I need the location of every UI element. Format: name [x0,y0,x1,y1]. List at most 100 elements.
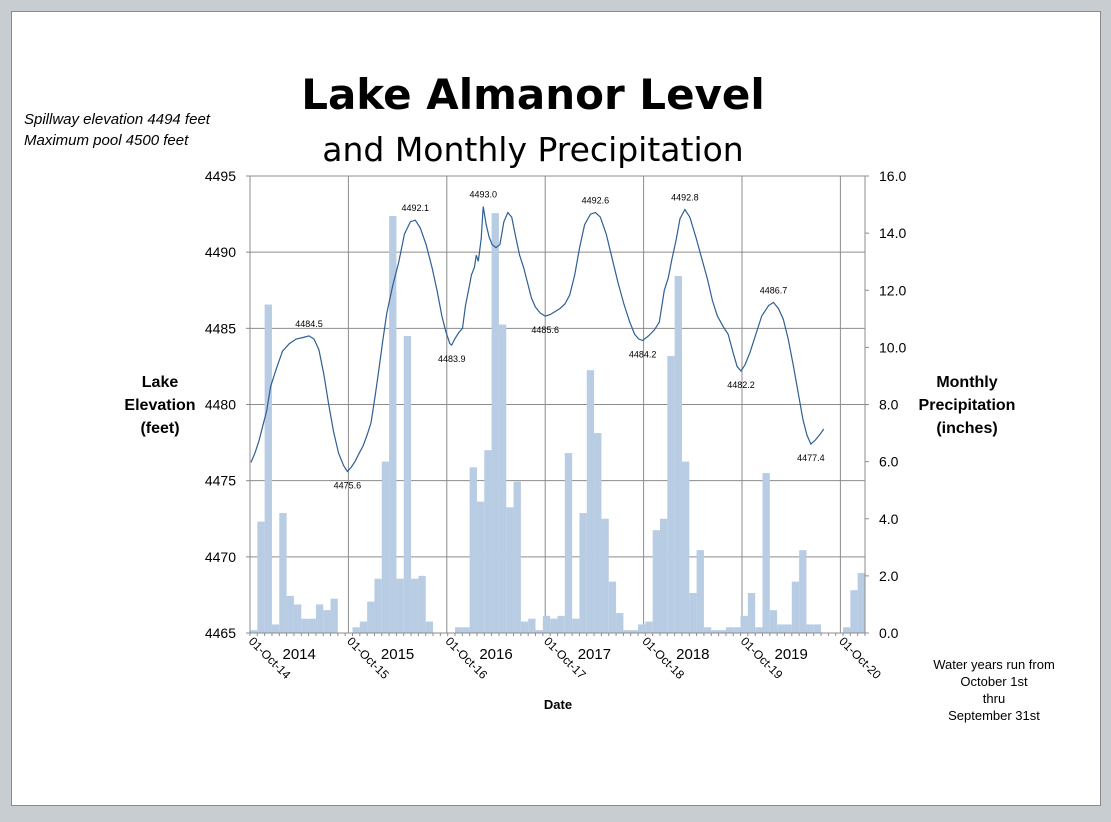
precip-bar [286,595,294,633]
elevation-annotation: 4486.7 [760,285,788,295]
precip-bar [586,370,595,633]
precip-bar [389,215,397,634]
y-right-axis-title-line: (inches) [936,420,998,437]
precip-bar [601,518,609,633]
y-right-tick-label: 2.0 [879,568,899,584]
precip-bar [696,550,704,633]
precip-bars [250,213,865,634]
x-year-label: 2014 [283,646,316,663]
precip-bar [806,624,814,633]
precip-bar [484,450,492,633]
precip-bar [498,324,507,633]
precip-bar [799,550,807,633]
y-left-tick-label: 4465 [205,625,236,641]
precip-bar [271,624,280,633]
precip-bar [462,627,470,633]
precip-bar [813,624,822,633]
precip-bar [652,530,660,633]
precip-bar [608,581,617,633]
precip-bar [740,615,748,633]
precip-bar [506,507,514,633]
precip-bar [301,618,309,633]
precip-bar [579,513,587,633]
precip-bar [703,627,712,633]
y-right-tick-label: 4.0 [879,511,899,527]
precip-bar [520,621,529,633]
elevation-annotation: 4492.8 [671,193,699,203]
water-year-note-line: thru [982,691,1006,706]
precip-bar [469,467,477,633]
precip-bar [411,578,419,633]
precip-bar [535,630,543,633]
level-line [250,206,825,473]
precip-bar [638,624,646,633]
precip-bar [455,627,463,633]
precip-bar [359,621,368,633]
water-year-note-line: October 1st [960,674,1028,689]
precip-bar [850,590,858,633]
precip-bar [630,630,639,633]
plot-frame [246,175,869,636]
precip-bar [330,598,338,633]
y-left-axis-title-line: (feet) [140,420,180,437]
lake-elevation-line [250,206,825,473]
elevation-annotation: 4475.6 [334,481,362,491]
precip-bar [674,275,682,633]
precip-bar [667,355,675,633]
precip-bar [367,601,375,633]
precip-bar [279,513,287,633]
precip-bar [315,604,324,633]
x-year-label: 2019 [775,646,808,663]
x-year-label: 2018 [676,646,709,663]
precip-bar [689,593,697,633]
x-year-label: 2017 [578,646,611,663]
max-pool-note: Maximum pool 4500 feet [24,132,189,149]
elevation-annotation: 4485.6 [531,325,559,335]
spillway-note: Spillway elevation 4494 feet [24,111,210,128]
precip-bar [784,624,792,633]
precip-bar [733,627,741,633]
y-right-tick-label: 16.0 [879,168,906,184]
precip-bar [791,581,800,633]
precip-bar [725,627,734,633]
water-year-note: Water years run from October 1st thru Se… [914,656,1074,724]
precip-bar [264,304,272,633]
precip-bar [352,627,360,633]
x-date-tick-label: 01-Oct-20 [836,634,884,682]
precip-bar [769,610,778,633]
precip-bar [542,615,551,633]
y-left-tick-label: 4490 [205,244,236,260]
precip-bar [594,433,602,633]
precip-bar [762,473,770,633]
x-axis-title: Date [544,697,572,712]
y-right-axis-title-line: Monthly [936,374,998,391]
grid [249,175,865,634]
elevation-annotation: 4484.2 [629,350,657,360]
y-left-axis-title-line: Lake [141,374,179,391]
precip-bar [564,453,573,633]
precip-bar [718,630,726,633]
precip-bar [777,624,785,633]
precip-bar [323,610,331,633]
precip-bar [513,481,521,633]
precip-bar [550,618,558,633]
precip-bar [660,518,668,633]
y-left-tick-label: 4475 [205,473,236,489]
y-right-tick-label: 8.0 [879,397,899,413]
precip-bar [572,618,580,633]
x-year-label: 2016 [479,646,512,663]
precip-bar [250,630,258,633]
y-right-tick-label: 0.0 [879,625,899,641]
precip-bar [681,461,690,633]
chart-subtitle: and Monthly Precipitation [322,130,744,169]
precip-bar [645,621,653,633]
precip-bar [711,630,719,633]
precip-bar [425,621,434,633]
precip-bar [476,501,485,633]
elevation-annotation: 4482.2 [727,380,755,390]
y-left-tick-label: 4480 [205,397,236,413]
elevation-annotation: 4492.6 [582,196,610,206]
precip-bar [403,335,412,633]
